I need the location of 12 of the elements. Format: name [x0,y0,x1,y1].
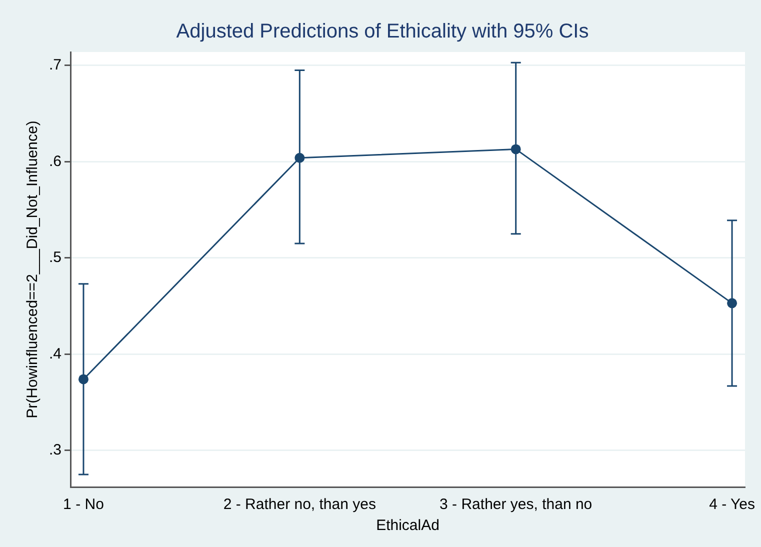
y-tick-label: .7 [48,56,62,74]
y-axis-title: Pr(Howinfluenced==2___Did_Not_Influence) [24,120,42,418]
y-tick-label: .6 [48,152,62,170]
y-tick-label: .5 [48,249,62,266]
x-tick-label: 2 - Rather no, than yes [223,496,376,514]
y-tick-label: .3 [48,442,62,459]
x-tick-label: 4 - Yes [709,496,755,514]
y-tick-label: .4 [48,345,62,362]
x-tick-label: 1 - No [63,496,104,514]
chart-title: Adjusted Predictions of Ethicality with 95% CIs [176,20,589,43]
x-tick-label: 3 - Rather yes, than no [440,496,592,514]
x-axis-title: EthicalAd [376,517,440,534]
